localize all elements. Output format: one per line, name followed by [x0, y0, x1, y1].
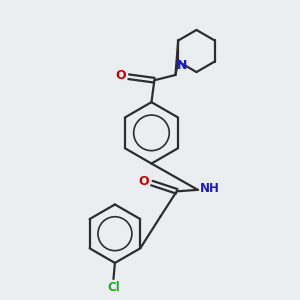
Text: N: N [177, 59, 187, 72]
Text: O: O [115, 69, 126, 82]
Text: O: O [138, 175, 149, 188]
Text: Cl: Cl [107, 281, 120, 294]
Text: NH: NH [200, 182, 220, 195]
